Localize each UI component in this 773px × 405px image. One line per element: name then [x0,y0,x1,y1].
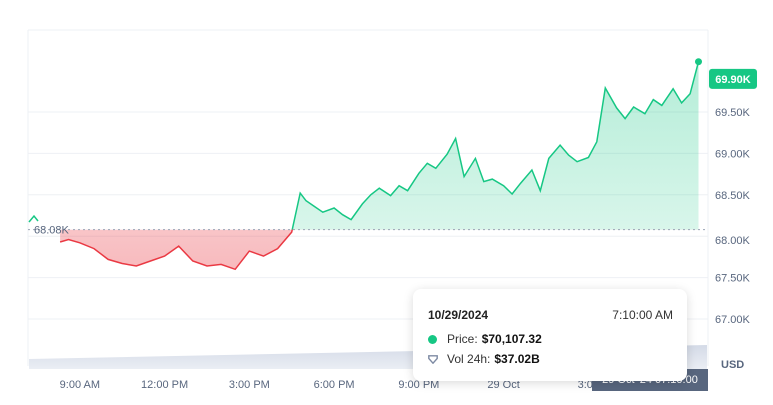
hover-point [695,58,702,66]
x-tick-label: 12:00 PM [141,379,188,391]
price-line-down [59,229,294,271]
price-line-start [28,214,39,223]
x-axis: 9:00 AM 12:00 PM 3:00 PM 6:00 PM 9:00 PM 29 O… [60,379,599,391]
y-tick-label: 67.00K [715,314,751,326]
y-axis-unit: USD [721,359,745,371]
tooltip-price-label: Price: [447,332,478,346]
x-tick-label: 6:00 PM [314,379,355,391]
x-tick-label: 9:00 AM [60,379,100,391]
price-line-up [291,61,700,230]
volume-shield-icon [428,354,438,364]
y-tick-label: 69.00K [715,148,751,160]
x-tick-label: 29 Oct [487,379,519,391]
price-area-up [292,61,699,230]
current-price-label: 69.90K [715,74,751,86]
tooltip-price-value: $70,107.32 [481,332,542,346]
price-area-down [60,229,293,270]
y-tick-label: 68.50K [715,190,751,202]
current-price-badge [709,68,757,89]
price-line [28,61,700,271]
x-tick-label: 9:00 PM [398,379,439,391]
tooltip-volume-label: Vol 24h: [447,352,491,366]
price-area [60,61,699,270]
tooltip-date: 10/29/2024 [428,308,489,322]
price-markers: 68.08K 69.90K [34,58,757,237]
chart-tooltip: 10/29/2024 7:10:00 AM Price: $70,107.32 … [413,289,687,381]
x-tick-label: 3:00 PM [229,379,270,391]
tooltip-volume-value: $37.02B [494,352,540,366]
baseline-price-label: 68.08K [34,225,70,237]
y-tick-label: 69.50K [715,107,751,119]
price-dot-icon [428,334,437,344]
y-axis: 67.00K 67.50K 68.50K 69.00K 69.50K 68.00K [715,107,751,326]
tooltip-time: 7:10:00 AM [612,308,673,322]
y-tick-label: 68.00K [715,235,751,247]
y-tick-label: 67.50K [715,273,751,285]
